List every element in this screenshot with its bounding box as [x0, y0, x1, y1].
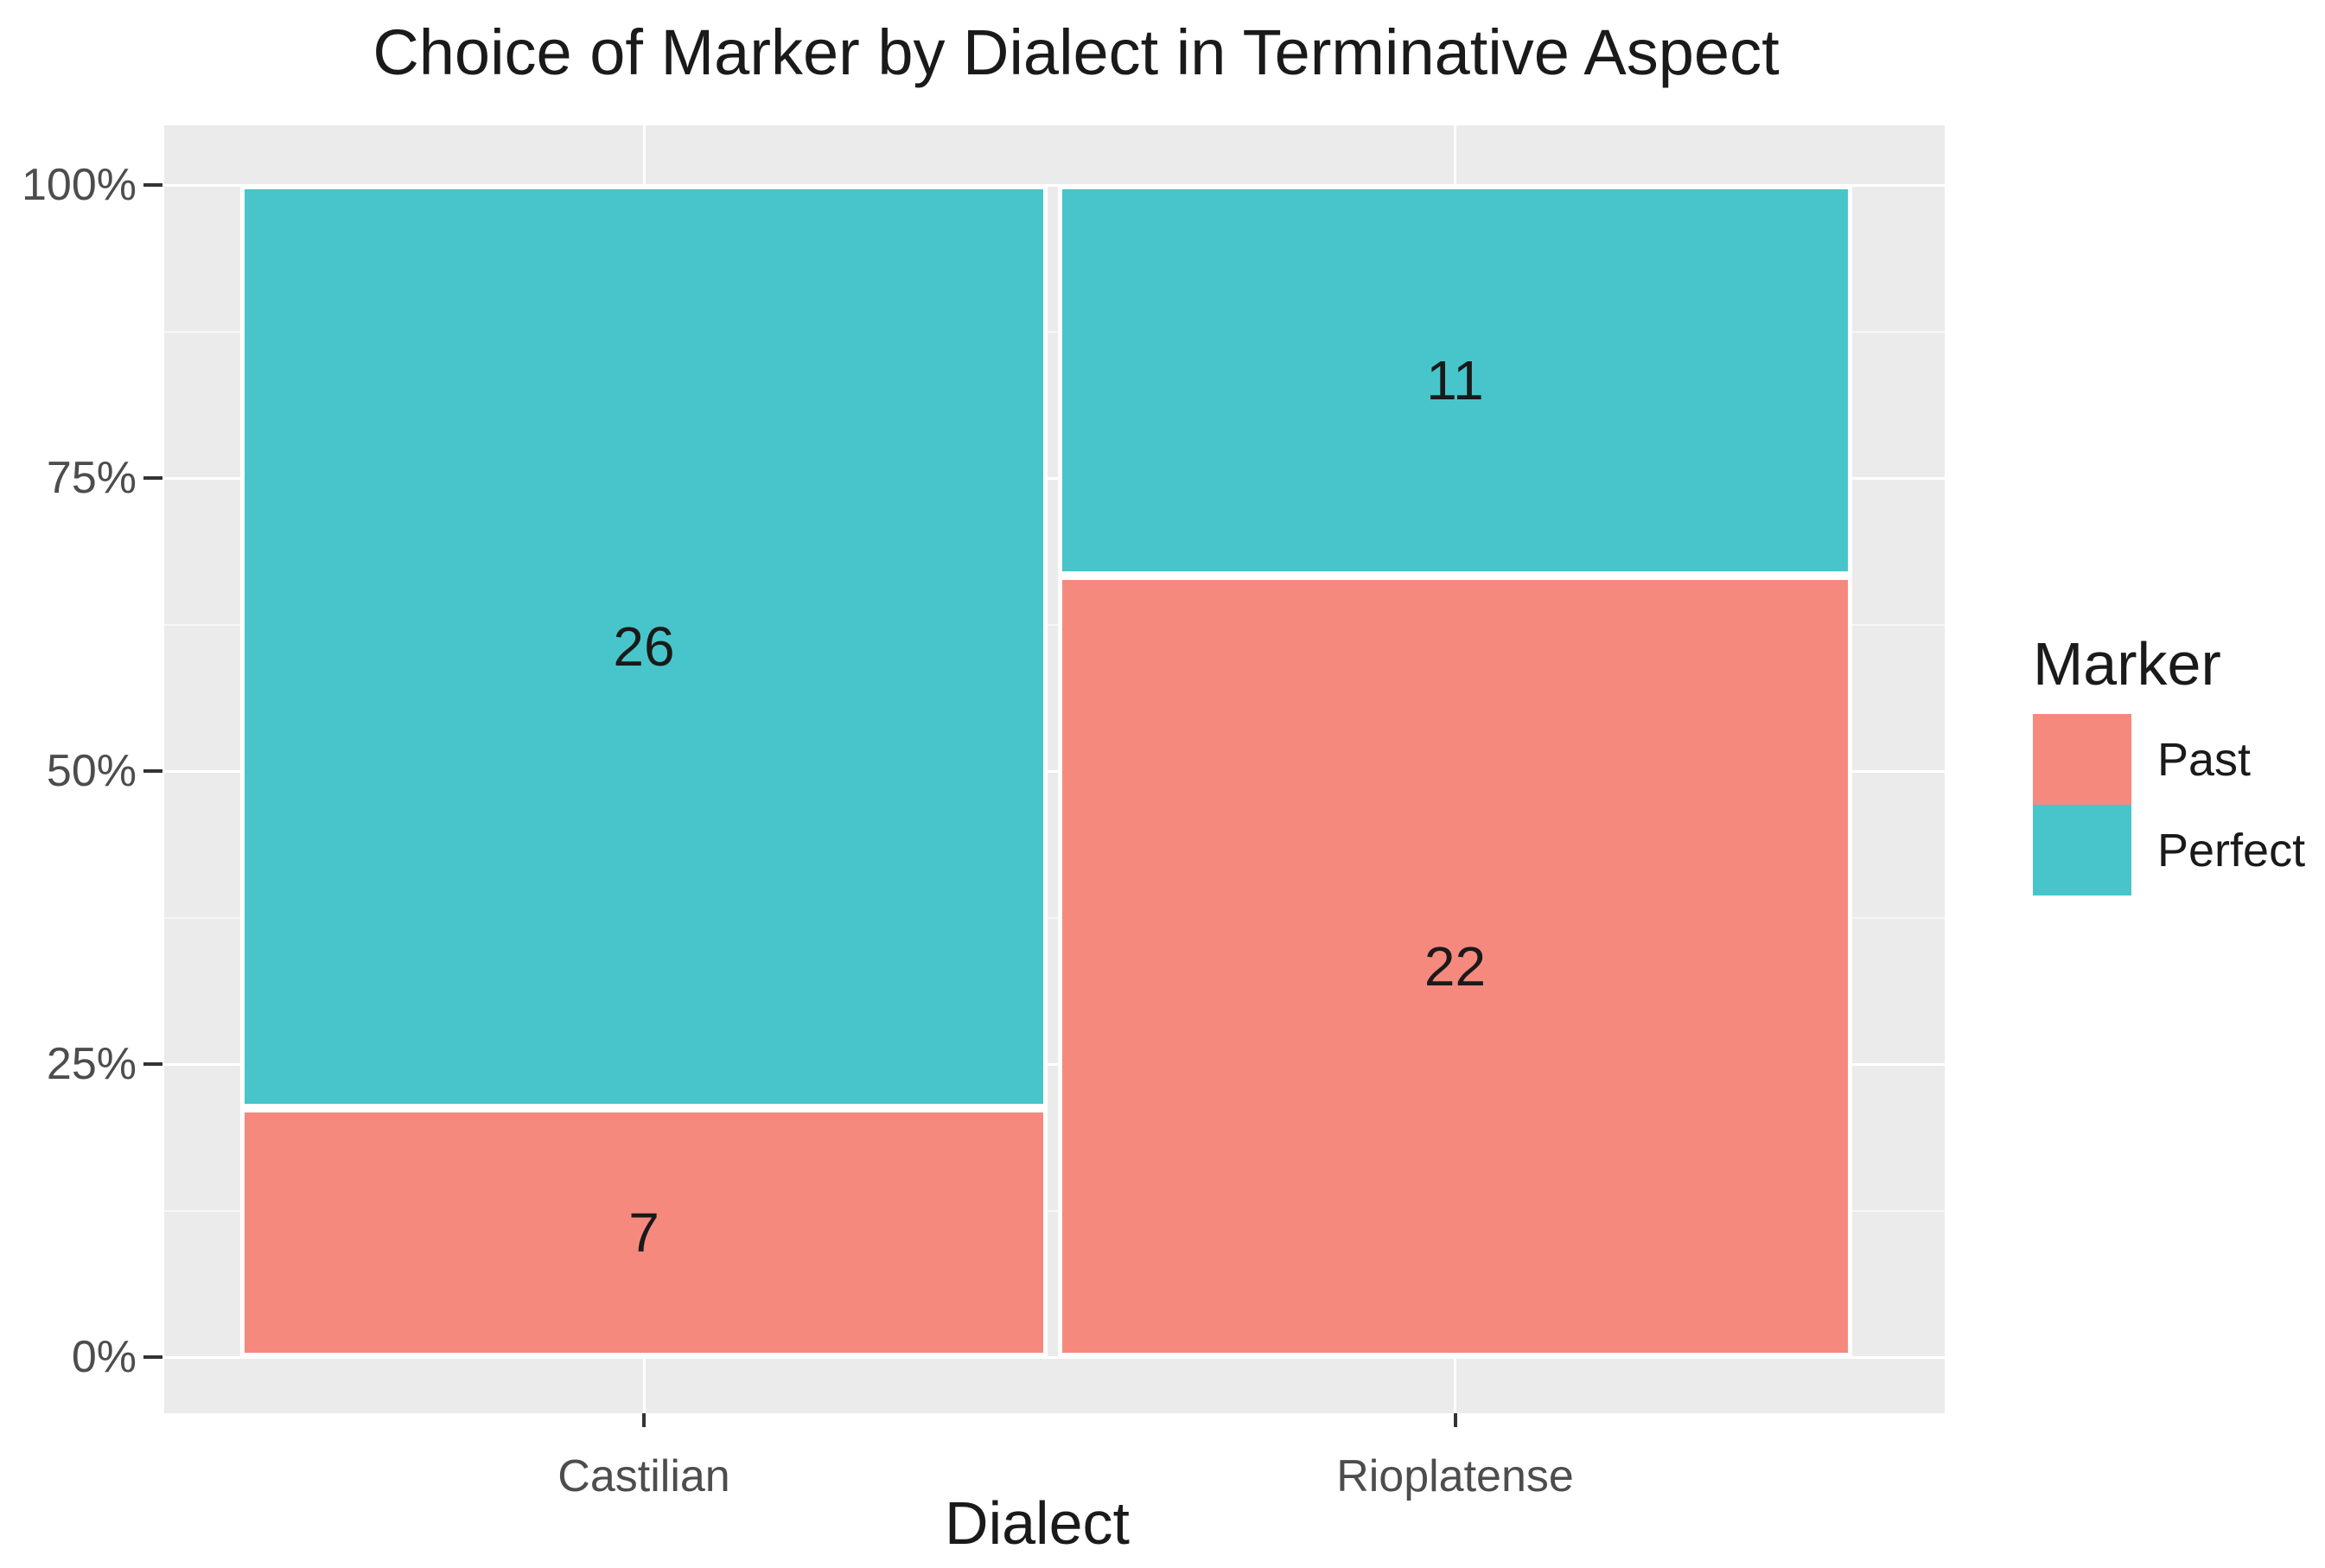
x-axis-tick: [1453, 1413, 1457, 1427]
segment-value-label: 26: [613, 615, 675, 679]
y-axis-tick-label: 25%: [46, 1039, 137, 1089]
gridline-minor: [164, 916, 1945, 919]
plot-panel: 7 26 22 11: [164, 125, 1945, 1413]
y-axis-tick: [143, 1355, 162, 1359]
chart-title: Choice of Marker by Dialect in Terminati…: [373, 16, 1780, 88]
y-axis-tick-label: 50%: [46, 746, 137, 796]
gridline-major: [164, 769, 1945, 773]
legend-label-past: Past: [2157, 733, 2252, 786]
y-axis-tick: [143, 476, 162, 480]
segment-value-label: 7: [628, 1201, 659, 1265]
gridline-minor: [164, 330, 1945, 333]
x-axis-tick-label: Rioplatense: [1336, 1451, 1574, 1501]
y-axis-tick-label: 75%: [46, 453, 137, 503]
segment-value-label: 22: [1424, 935, 1487, 998]
y-axis-tick: [143, 1062, 162, 1066]
gridline-minor: [164, 623, 1945, 626]
gridline-major: [164, 183, 1945, 187]
segment-perfect: [1058, 185, 1852, 576]
gridline-major: [164, 476, 1945, 480]
segment-value-label: 11: [1426, 349, 1484, 411]
x-axis-tick: [642, 1413, 646, 1427]
gridline-major: [164, 1355, 1945, 1359]
y-axis-tick-label: 0%: [71, 1332, 137, 1382]
gridline-major: [164, 1062, 1945, 1066]
legend-key-perfect: [2033, 805, 2131, 896]
y-axis-tick-label: 100%: [22, 160, 137, 210]
segment-past: [1058, 576, 1852, 1357]
x-axis-tick-label: Castilian: [557, 1451, 730, 1501]
legend-label-perfect: Perfect: [2157, 824, 2306, 876]
y-axis-tick: [143, 769, 162, 773]
bar-rioplatense: 22 11: [1058, 185, 1852, 1357]
segment-perfect: [240, 185, 1048, 1109]
x-axis-title: Dialect: [945, 1489, 1130, 1557]
bar-castilian: 7 26: [240, 185, 1048, 1357]
legend-title: Marker: [2033, 630, 2221, 698]
legend-key-past: [2033, 714, 2131, 805]
gridline-minor: [164, 1209, 1945, 1212]
segment-past: [240, 1108, 1048, 1357]
y-axis-tick: [143, 183, 162, 187]
